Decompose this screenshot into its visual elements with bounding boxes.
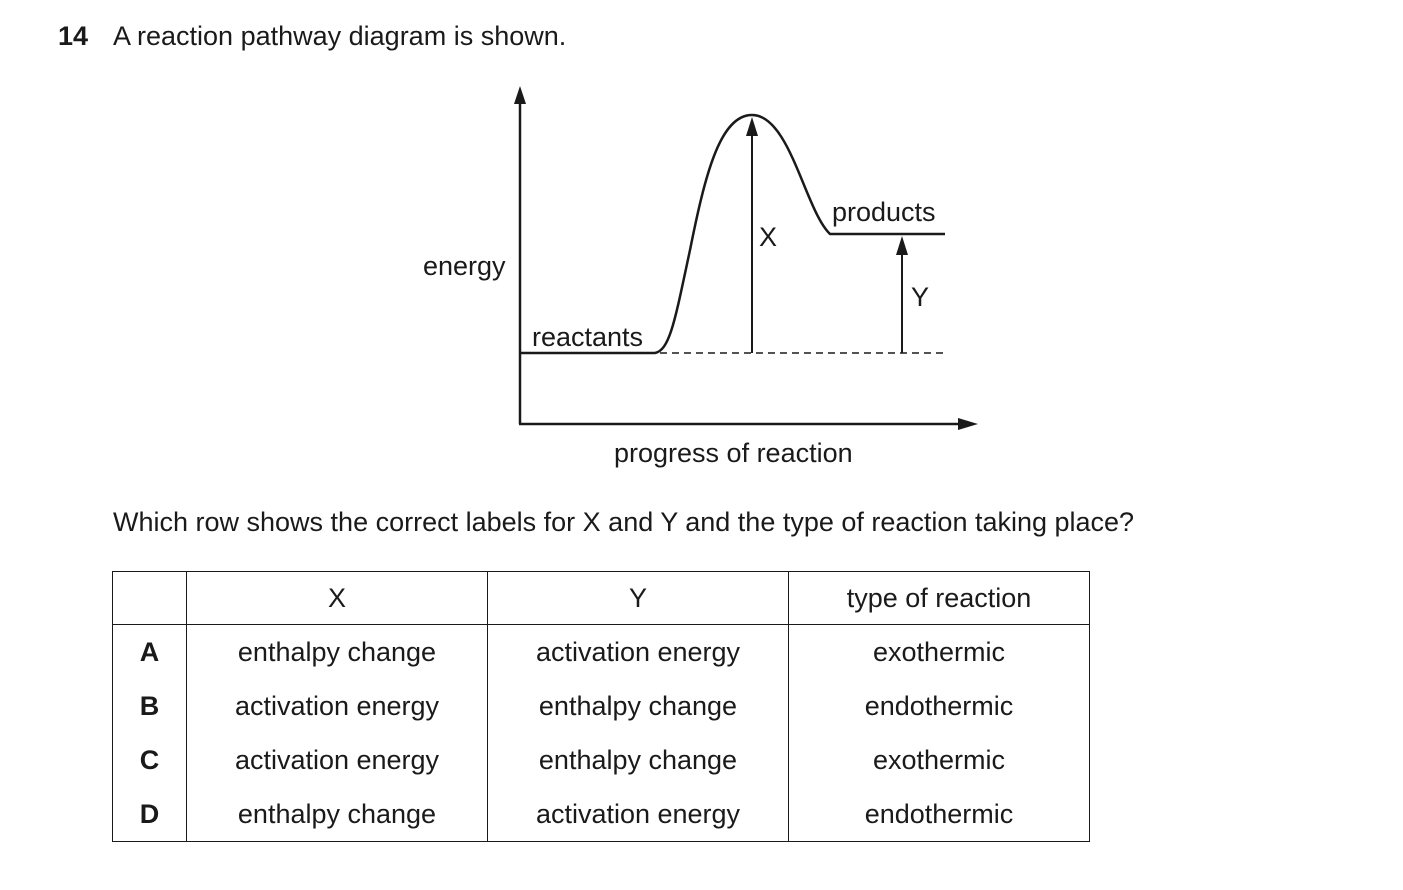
option-x-value: activation energy: [186, 733, 488, 787]
reactants-label: reactants: [532, 322, 643, 352]
option-x-value: enthalpy change: [186, 787, 488, 842]
option-y-value: enthalpy change: [487, 679, 789, 733]
option-row-c[interactable]: C activation energy enthalpy change exot…: [112, 733, 1090, 787]
y-axis-arrowhead: [514, 86, 526, 104]
option-y-value: enthalpy change: [487, 733, 789, 787]
answer-options-table: X Y type of reaction A enthalpy change a…: [112, 571, 1090, 842]
x-axis-arrowhead: [958, 418, 978, 430]
products-label: products: [832, 197, 936, 227]
option-x-value: enthalpy change: [186, 624, 488, 679]
arrow-x-head: [746, 117, 758, 136]
option-type-value: exothermic: [788, 733, 1090, 787]
question-number: 14: [58, 21, 89, 51]
arrow-x-label: X: [759, 222, 777, 252]
option-type-value: exothermic: [788, 624, 1090, 679]
option-letter: B: [112, 679, 187, 733]
y-axis-label: energy: [423, 251, 506, 281]
option-y-value: activation energy: [487, 787, 789, 842]
option-row-a[interactable]: A enthalpy change activation energy exot…: [112, 624, 1090, 679]
option-type-value: endothermic: [788, 787, 1090, 842]
header-x: X: [186, 571, 488, 625]
arrow-y-head: [896, 236, 908, 255]
option-row-b[interactable]: B activation energy enthalpy change endo…: [112, 679, 1090, 733]
question-stem: A reaction pathway diagram is shown.: [113, 21, 567, 51]
header-type-of-reaction: type of reaction: [788, 571, 1090, 625]
question-prompt: Which row shows the correct labels for X…: [113, 507, 1135, 537]
option-type-value: endothermic: [788, 679, 1090, 733]
header-y: Y: [487, 571, 789, 625]
arrow-y-label: Y: [911, 282, 929, 312]
option-y-value: activation energy: [487, 624, 789, 679]
option-letter: C: [112, 733, 187, 787]
reaction-pathway-diagram: energy progress of reaction reactants pr…: [423, 86, 978, 468]
option-letter: D: [112, 787, 187, 842]
energy-profile-curve: [520, 113, 945, 355]
header-empty-cell: [112, 571, 187, 625]
option-x-value: activation energy: [186, 679, 488, 733]
table-header-row: X Y type of reaction: [112, 571, 1090, 625]
option-letter: A: [112, 624, 187, 679]
option-row-d[interactable]: D enthalpy change activation energy endo…: [112, 787, 1090, 842]
x-axis-label: progress of reaction: [614, 438, 853, 468]
